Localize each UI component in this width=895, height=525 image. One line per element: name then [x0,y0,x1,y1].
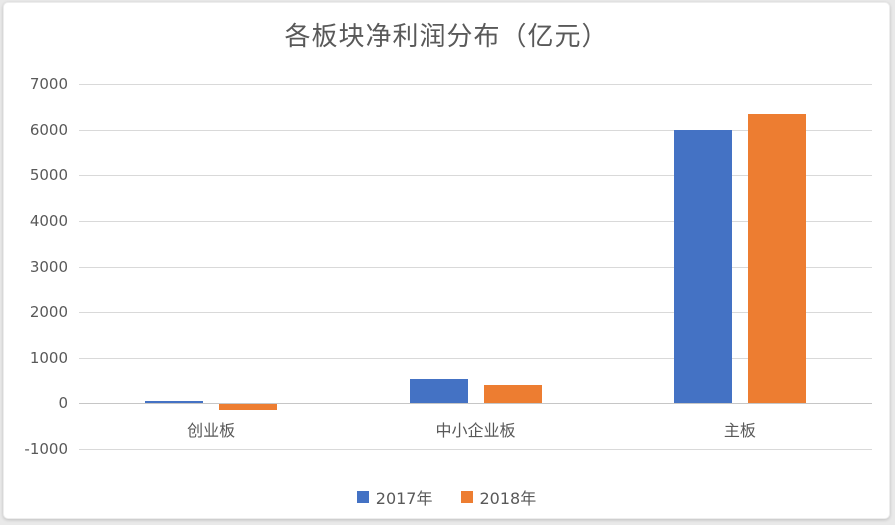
gridline [79,175,872,177]
chart-title: 各板块净利润分布（亿元） [284,22,609,52]
y-axis-tick-label: 7000 [29,75,68,93]
gridline [79,266,872,268]
gridline [79,449,872,450]
y-axis-tick-label: 0 [58,394,68,413]
legend-item-1: 2018年 [460,485,537,509]
legend-swatch [460,491,473,503]
gridline [79,84,872,85]
legend-item-0: 2017年 [356,485,433,509]
bar-series1-cat1 [483,385,542,404]
y-axis-tick-label: 2000 [29,303,68,322]
gridline [79,312,872,314]
bar-series1-cat0 [219,404,278,411]
legend: 2017年 2018年 [4,485,889,509]
gridline [79,357,872,359]
x-axis-label: 中小企业板 [435,421,516,441]
y-axis-tick-label: -1000 [24,440,68,458]
y-axis-tick-label: 4000 [29,211,68,230]
bar-series0-cat2 [673,129,732,404]
zero-axis-line [79,403,872,405]
chart-card: 各板块净利润分布（亿元） 7000 6000 5000 4000 3000 2000 100… [3,2,890,519]
bar-series0-cat1 [409,379,468,404]
y-axis-tick-label: 5000 [29,166,68,185]
y-axis-tick-label: 1000 [29,348,68,367]
plot-area: 7000 6000 5000 4000 3000 2000 1000 0 -1000 创业板 中小企… [4,3,889,518]
gridline [79,129,872,131]
gridline [79,220,872,222]
legend-label: 2018年 [479,489,537,508]
y-axis-tick-label: 6000 [29,120,68,139]
bar-series0-cat0 [145,401,204,404]
x-axis-label: 主板 [723,421,756,441]
y-axis-tick-label: 3000 [29,257,68,276]
bar-series1-cat2 [747,113,806,404]
legend-label: 2017年 [375,489,433,508]
legend-swatch [356,491,369,503]
x-axis-label: 创业板 [187,421,236,441]
